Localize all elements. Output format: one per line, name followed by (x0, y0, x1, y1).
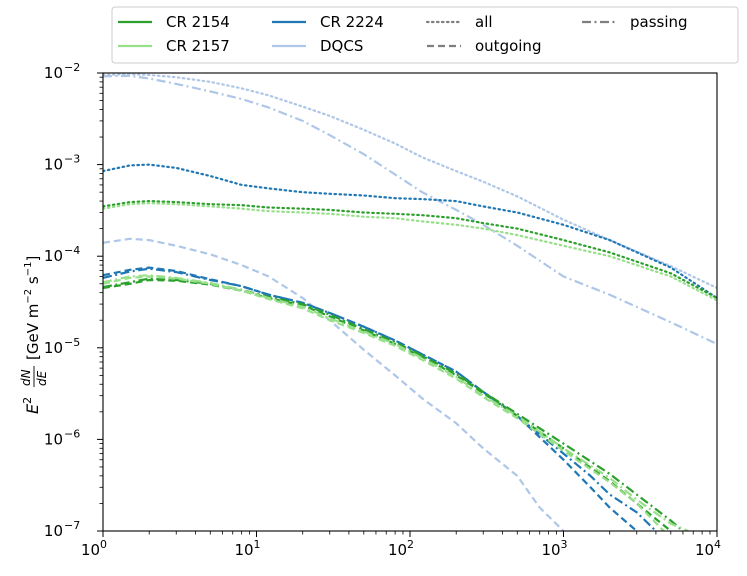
series-line-cr-2154-outgoing (103, 278, 672, 531)
series-line-cr-2157-passing (103, 274, 689, 531)
legend-label: outgoing (475, 37, 541, 55)
y-tick-exponent: −6 (64, 427, 80, 440)
series-layer (103, 73, 717, 531)
series-line-cr-2224-outgoing (103, 266, 638, 531)
x-tick-label: 103 (541, 538, 567, 559)
legend: CR 2154 CR 2157 CR 2224 DQCS all outgoing pass… (111, 6, 739, 64)
legend-entry-passing: passing (582, 13, 688, 31)
x-tick-label: 100 (81, 538, 107, 559)
ylabel-units-mid: s (24, 276, 42, 289)
legend-entry-all: all (425, 13, 493, 31)
legend-label: DQCS (320, 37, 363, 55)
ylabel-units-close: ] (24, 256, 42, 262)
series-line-cr-2157-all (103, 202, 717, 302)
series-line-cr-2224-all (103, 163, 717, 300)
y-tick-label: 10 (44, 156, 63, 174)
legend-label: all (475, 13, 493, 31)
series-line-cr-2224-passing (103, 267, 657, 531)
y-tick-exponent: −4 (64, 244, 80, 257)
x-tick-label: 104 (695, 538, 721, 559)
ylabel-units-s-exp: −1 (23, 262, 34, 277)
series-line-dqcs-outgoing (103, 237, 565, 531)
y-tick-label: 10 (44, 430, 63, 448)
legend-label: passing (630, 13, 688, 31)
legend-entry-cr-2157: CR 2157 (118, 37, 230, 55)
legend-box (111, 6, 739, 64)
ylabel-frac-num: dN (19, 369, 33, 386)
y-tick-label: 10 (44, 64, 63, 82)
y-tick-exponent: −7 (64, 519, 80, 532)
ylabel-units-open: [GeV m (24, 304, 42, 360)
legend-label: CR 2157 (166, 37, 230, 55)
legend-entry-cr-2224: CR 2224 (272, 13, 384, 31)
ylabel-frac-den: dE (35, 370, 49, 386)
y-tick-label: 10 (44, 339, 63, 357)
y-axis-label: E2 dN dE [GeV m−2 s−1] (19, 256, 49, 414)
series-line-cr-2154-passing (103, 277, 684, 531)
series-line-cr-2154-all (103, 200, 717, 300)
x-tick-label: 102 (388, 538, 414, 559)
legend-entry-outgoing: outgoing (427, 37, 541, 55)
y-tick-label: 10 (44, 247, 63, 265)
legend-label: CR 2224 (320, 13, 384, 31)
series-line-cr-2157-outgoing (103, 275, 665, 531)
ylabel-units: [GeV m−2 s−1] (23, 256, 42, 360)
legend-entry-dqcs: DQCS (272, 37, 363, 55)
ylabel-prefix-sup: 2 (21, 397, 34, 404)
legend-label: CR 2154 (166, 13, 230, 31)
x-tick-label: 101 (234, 538, 260, 559)
y-tick-exponent: −5 (64, 336, 80, 349)
svg-text:E2: E2 (21, 397, 42, 414)
y-tick-exponent: −3 (64, 153, 80, 166)
ylabel-prefix: E (23, 403, 42, 414)
y-tick-label: 10 (44, 522, 63, 540)
y-tick-exponent: −2 (64, 61, 80, 74)
legend-entry-cr-2154: CR 2154 (118, 13, 230, 31)
series-line-dqcs-all (103, 73, 717, 290)
legend-entries: CR 2154 CR 2157 CR 2224 DQCS all outgoing pass… (118, 13, 688, 55)
ylabel-units-m-exp: −2 (23, 289, 34, 304)
series-line-dqcs-passing (103, 74, 717, 345)
